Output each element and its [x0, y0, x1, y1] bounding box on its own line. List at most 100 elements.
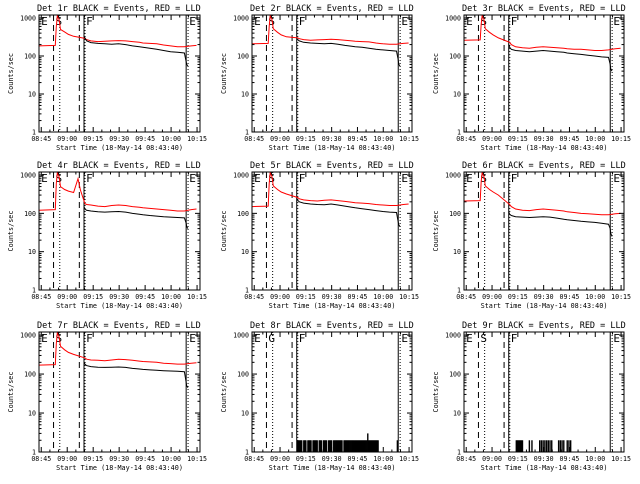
x-tick-label: 09:30 — [534, 293, 554, 301]
y-tick-label: 100 — [449, 371, 461, 379]
lld-rate-line — [38, 14, 197, 48]
y-tick-label: 1000 — [20, 332, 36, 340]
x-axis-label: Start Time (18-May-14 08:43:40) — [56, 144, 183, 152]
lld-rate-line — [463, 171, 621, 216]
x-tick-label: 09:15 — [296, 455, 316, 463]
x-tick-label: 09:00 — [57, 293, 77, 301]
y-axis-label: Counts/sec — [220, 372, 228, 413]
x-tick-label: 10:15 — [611, 455, 631, 463]
region-label: S — [268, 172, 275, 185]
x-tick-label: 09:30 — [322, 455, 342, 463]
x-tick-label: 09:00 — [482, 135, 502, 143]
panel-title: Det 5r BLACK = Events, RED = LLD — [250, 161, 414, 171]
region-label: E — [189, 15, 196, 28]
x-tick-label: 08:45 — [31, 455, 51, 463]
x-tick-label: 09:45 — [135, 135, 155, 143]
plot-frame — [463, 331, 625, 453]
x-tick-label: 09:30 — [322, 135, 342, 143]
y-tick-label: 1000 — [233, 15, 249, 23]
x-tick-label: 09:15 — [296, 293, 316, 301]
y-tick-label: 1000 — [445, 172, 461, 180]
x-tick-label: 10:00 — [373, 455, 393, 463]
region-label: E — [41, 172, 48, 185]
x-tick-label: 09:00 — [270, 455, 290, 463]
plot-frame — [251, 14, 413, 133]
y-tick-label: 10 — [241, 248, 249, 256]
x-tick-label: 09:30 — [109, 293, 129, 301]
x-axis-label: Start Time (18-May-14 08:43:40) — [481, 464, 608, 472]
region-label: E — [401, 172, 408, 185]
y-tick-label: 1000 — [233, 332, 249, 340]
x-tick-label: 10:00 — [585, 135, 605, 143]
region-label: S — [268, 15, 275, 28]
y-axis-label: Counts/sec — [220, 211, 228, 252]
region-label: E — [401, 15, 408, 28]
x-tick-label: 08:45 — [244, 455, 264, 463]
y-tick-label: 100 — [24, 53, 36, 61]
region-label: E — [613, 172, 620, 185]
events-rate-line — [83, 36, 189, 67]
y-axis-label: Counts/sec — [7, 211, 15, 252]
x-tick-label: 10:15 — [187, 135, 207, 143]
y-axis-label: Counts/sec — [432, 211, 440, 252]
panel-title: Det 6r BLACK = Events, RED = LLD — [462, 161, 626, 171]
region-label: S — [480, 332, 487, 345]
x-tick-label: 10:00 — [585, 293, 605, 301]
y-tick-label: 1 — [457, 129, 461, 137]
y-tick-label: 10 — [241, 91, 249, 99]
x-tick-label: 09:30 — [534, 455, 554, 463]
panel-title: Det 4r BLACK = Events, RED = LLD — [37, 161, 201, 171]
y-tick-label: 100 — [237, 371, 249, 379]
plot-frame — [251, 331, 413, 453]
x-tick-label: 10:15 — [187, 455, 207, 463]
x-tick-label: 08:45 — [31, 293, 51, 301]
lld-rate-line — [251, 171, 409, 208]
x-tick-label: 10:15 — [399, 455, 419, 463]
panel-title: Det 2r BLACK = Events, RED = LLD — [250, 4, 414, 14]
region-label: F — [511, 15, 518, 28]
lld-rate-line — [463, 14, 621, 51]
region-label: F — [511, 332, 518, 345]
lld-rate-line — [38, 331, 197, 366]
region-label: F — [86, 332, 93, 345]
x-tick-label: 09:45 — [560, 135, 580, 143]
plot-frame — [463, 171, 625, 291]
panel-title: Det 8r BLACK = Events, RED = LLD — [250, 321, 414, 331]
x-tick-label: 09:15 — [83, 455, 103, 463]
plot-frame — [38, 331, 201, 453]
region-label: E — [466, 15, 473, 28]
x-tick-label: 09:45 — [348, 293, 368, 301]
x-tick-label: 08:45 — [244, 293, 264, 301]
plot-frame — [38, 14, 201, 133]
x-axis-label: Start Time (18-May-14 08:43:40) — [481, 144, 608, 152]
y-axis-label: Counts/sec — [220, 53, 228, 94]
lld-rate-line — [38, 171, 197, 212]
x-tick-label: 09:45 — [560, 293, 580, 301]
region-label: E — [41, 332, 48, 345]
x-tick-label: 10:00 — [373, 135, 393, 143]
region-label: S — [55, 15, 62, 28]
y-tick-label: 1 — [245, 287, 249, 295]
y-tick-label: 1 — [245, 129, 249, 137]
region-label: E — [466, 332, 473, 345]
region-label: E — [613, 332, 620, 345]
x-tick-label: 09:30 — [322, 293, 342, 301]
y-tick-label: 10 — [28, 91, 36, 99]
x-tick-label: 09:00 — [270, 293, 290, 301]
region-label: E — [254, 15, 261, 28]
y-tick-label: 10 — [453, 91, 461, 99]
x-axis-label: Start Time (18-May-14 08:43:40) — [481, 302, 608, 310]
x-tick-label: 10:00 — [161, 135, 181, 143]
y-tick-label: 100 — [24, 371, 36, 379]
region-label: E — [41, 15, 48, 28]
x-tick-label: 09:00 — [482, 455, 502, 463]
y-tick-label: 100 — [449, 210, 461, 218]
x-tick-label: 09:45 — [348, 455, 368, 463]
y-tick-label: 1 — [32, 129, 36, 137]
y-axis-label: Counts/sec — [432, 53, 440, 94]
